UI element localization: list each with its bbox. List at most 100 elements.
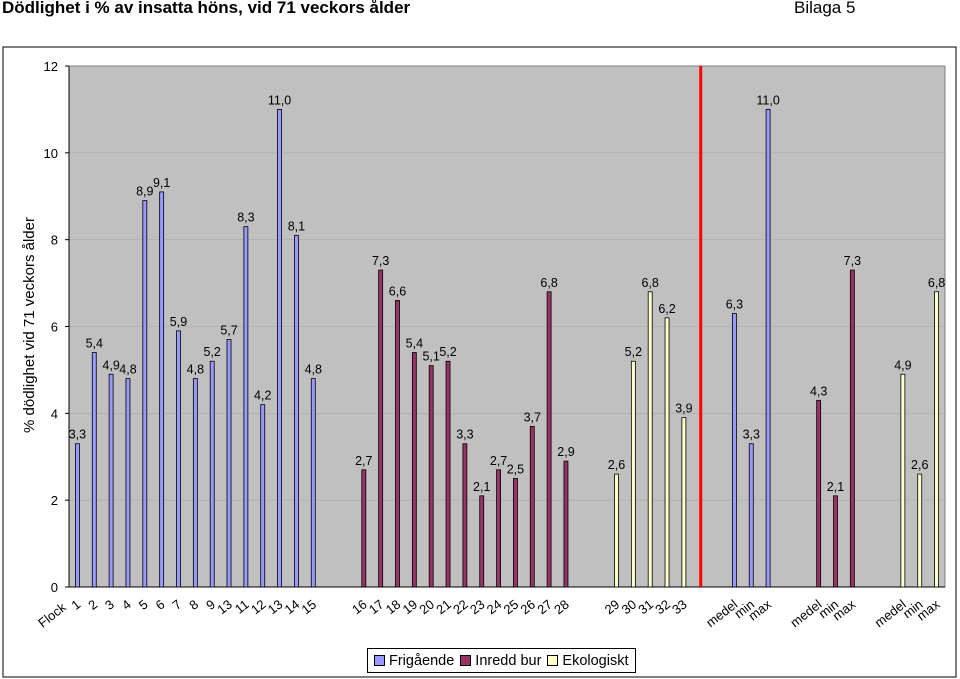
bar (563, 460, 569, 588)
data-label: 2,1 (827, 480, 844, 494)
bar (816, 399, 822, 588)
data-label: 4,8 (187, 363, 204, 377)
data-label: 11,0 (268, 93, 291, 107)
bar (277, 109, 282, 588)
bar (411, 352, 417, 588)
data-label: 5,2 (203, 345, 220, 359)
bar (192, 378, 198, 588)
bar (900, 373, 906, 588)
bar (395, 300, 400, 588)
data-label: 3,3 (69, 428, 86, 442)
legend-item: Frigående (374, 653, 454, 669)
y-tick-label: 0 (51, 580, 58, 595)
y-axis-label: % dödlighet vid 71 veckors ålder (21, 217, 38, 433)
data-label: 2,6 (911, 458, 928, 472)
bar (614, 473, 619, 588)
bar (849, 269, 855, 588)
data-label: 5,4 (86, 337, 103, 351)
data-label: 4,8 (305, 363, 322, 377)
bar (226, 339, 232, 588)
data-label: 5,7 (220, 324, 237, 338)
bar (125, 378, 131, 588)
data-label: 2,7 (490, 454, 507, 468)
legend-swatch (547, 655, 559, 666)
data-label: 3,9 (675, 402, 692, 416)
bar (664, 317, 670, 588)
data-label: 5,2 (625, 345, 642, 359)
data-label: 2,9 (557, 445, 574, 459)
legend-item: Inredd bur (460, 653, 541, 669)
data-label: 6,8 (641, 276, 658, 290)
legend-label: Inredd bur (475, 652, 542, 669)
y-tick-label: 12 (44, 59, 58, 74)
bar (917, 473, 923, 588)
data-label: 9,1 (153, 176, 170, 190)
bar (209, 360, 215, 588)
bar (361, 469, 367, 588)
y-tick-label: 2 (51, 493, 58, 508)
y-tick-label: 10 (44, 146, 58, 161)
legend-swatch (374, 655, 385, 666)
bar (159, 191, 165, 588)
bar (647, 291, 653, 588)
data-label: 6,3 (726, 297, 743, 311)
legend-item: Ekologiskt (547, 652, 629, 669)
bar (546, 291, 552, 588)
chart-title: Dödlighet i % av insatta höns, vid 71 ve… (2, 0, 411, 17)
data-label: 11,0 (756, 93, 779, 107)
data-label: 6,2 (658, 302, 675, 316)
data-label: 2,5 (507, 462, 524, 476)
data-label: 5,9 (170, 315, 187, 329)
data-label: 3,3 (743, 428, 760, 442)
data-label: 8,1 (288, 219, 305, 233)
bar (765, 109, 771, 588)
y-tick-label: 4 (51, 406, 58, 421)
legend: Frigående Inredd bur Ekologiskt (367, 648, 636, 673)
data-label: 2,7 (355, 454, 372, 468)
bar (75, 443, 80, 588)
bar (176, 330, 181, 588)
data-label: 7,3 (372, 254, 389, 268)
data-label: 3,3 (456, 428, 473, 442)
data-label: 6,8 (540, 276, 557, 290)
data-label: 2,6 (608, 458, 625, 472)
data-label: 5,1 (422, 350, 439, 364)
bar (445, 360, 451, 588)
bar (260, 404, 266, 588)
data-label: 6,6 (389, 284, 406, 298)
data-label: 3,7 (524, 410, 541, 424)
bar (428, 365, 434, 588)
data-label: 8,3 (237, 211, 254, 225)
legend-swatch (460, 655, 472, 666)
bar (378, 269, 384, 588)
data-label: 4,9 (894, 358, 911, 372)
bar (513, 478, 518, 588)
y-tick-label: 6 (51, 320, 58, 335)
appendix-label: Bilaga 5 (794, 0, 856, 17)
bar (833, 495, 838, 588)
bar (732, 313, 737, 588)
bar (462, 443, 468, 588)
bar (294, 234, 299, 588)
bar (108, 373, 114, 588)
data-label: 5,4 (406, 337, 423, 351)
legend-label: Frigående (389, 652, 455, 669)
bar (681, 417, 687, 588)
data-label: 7,3 (844, 254, 861, 268)
data-label: 2,1 (473, 480, 490, 494)
legend-label: Ekologiskt (562, 652, 629, 669)
bar (529, 425, 535, 588)
bar (142, 200, 148, 588)
bar (748, 443, 754, 588)
data-label: 4,9 (102, 358, 119, 372)
data-label: 4,3 (810, 384, 827, 398)
bar (310, 378, 316, 588)
data-label: 5,2 (439, 345, 456, 359)
data-label: 6,8 (928, 276, 945, 290)
bar (479, 495, 485, 588)
y-tick-label: 8 (51, 233, 58, 248)
data-label: 4,2 (254, 389, 271, 403)
bar (496, 469, 501, 588)
data-label: 8,9 (136, 185, 153, 199)
bar (243, 226, 249, 588)
